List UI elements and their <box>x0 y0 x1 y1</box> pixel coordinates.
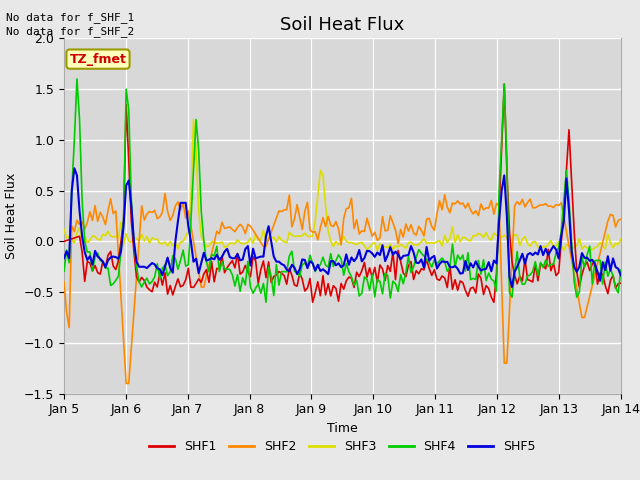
X-axis label: Time: Time <box>327 422 358 435</box>
Legend: SHF1, SHF2, SHF3, SHF4, SHF5: SHF1, SHF2, SHF3, SHF4, SHF5 <box>144 435 541 458</box>
Text: TZ_fmet: TZ_fmet <box>70 53 127 66</box>
Title: Soil Heat Flux: Soil Heat Flux <box>280 16 404 34</box>
Text: No data for f_SHF_1: No data for f_SHF_1 <box>6 12 134 23</box>
Text: No data for f_SHF_2: No data for f_SHF_2 <box>6 26 134 37</box>
Y-axis label: Soil Heat Flux: Soil Heat Flux <box>5 173 18 259</box>
